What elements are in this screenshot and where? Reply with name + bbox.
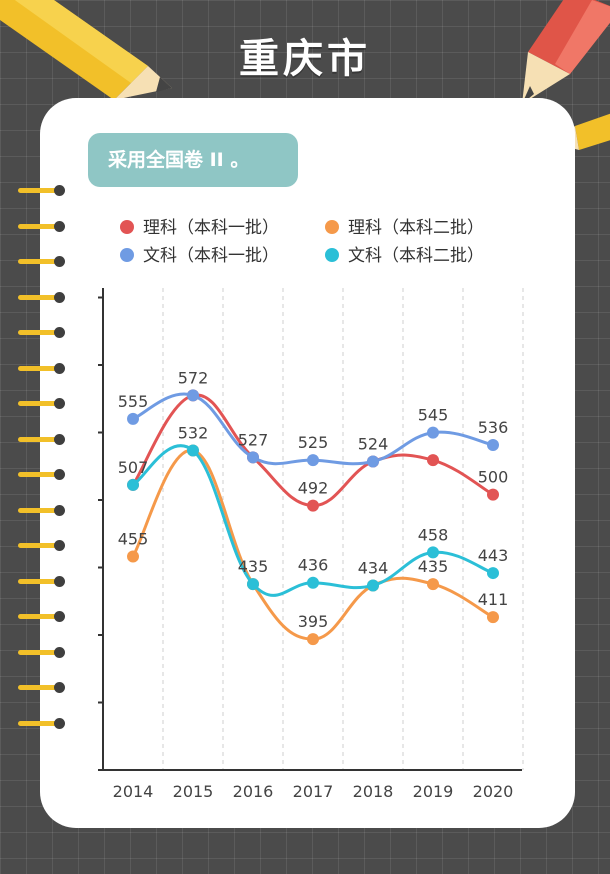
pencil-icon xyxy=(0,0,172,100)
data-point xyxy=(307,454,319,467)
legend-entry: 理科（本科一批） xyxy=(120,217,279,239)
data-point xyxy=(127,550,139,563)
data-label: 572 xyxy=(178,368,209,387)
data-point xyxy=(307,633,319,646)
x-tick-label: 2014 xyxy=(113,782,154,801)
data-label: 545 xyxy=(418,406,449,425)
data-label: 500 xyxy=(478,468,509,487)
legend-entry: 文科（本科二批） xyxy=(325,245,484,267)
data-point xyxy=(487,438,499,451)
data-label: 492 xyxy=(298,479,329,498)
data-point xyxy=(247,578,259,591)
data-point xyxy=(187,444,199,457)
data-label: 411 xyxy=(478,590,509,609)
data-point xyxy=(487,488,499,501)
note-badge: 采用全国卷 II 。 xyxy=(88,133,298,187)
x-tick-label: 2019 xyxy=(413,782,454,801)
data-label: 527 xyxy=(238,430,269,449)
x-tick-label: 2018 xyxy=(353,782,394,801)
x-tick-label: 2017 xyxy=(293,782,334,801)
data-label: 458 xyxy=(418,525,449,544)
data-point xyxy=(487,567,499,580)
data-label: 455 xyxy=(118,530,149,549)
legend-entry: 文科（本科一批） xyxy=(120,245,279,267)
data-point xyxy=(307,576,319,589)
data-label: 435 xyxy=(418,557,449,576)
data-point xyxy=(427,578,439,591)
legend-label: 文科（本科二批） xyxy=(348,246,484,266)
legend-marker xyxy=(325,220,339,234)
data-point xyxy=(247,451,259,464)
data-label: 436 xyxy=(298,556,329,575)
data-point xyxy=(427,454,439,467)
chart-card xyxy=(40,98,575,828)
data-label: 507 xyxy=(118,458,149,477)
data-label: 395 xyxy=(298,612,329,631)
legend-marker xyxy=(120,220,134,234)
data-label: 555 xyxy=(118,392,149,411)
legend-marker xyxy=(325,248,339,262)
data-point xyxy=(427,426,439,439)
data-label: 435 xyxy=(238,557,269,576)
data-label: 524 xyxy=(358,435,389,454)
legend-label: 理科（本科一批） xyxy=(143,218,279,238)
data-point xyxy=(367,455,379,468)
legend-label: 理科（本科二批） xyxy=(348,218,484,238)
data-label: 532 xyxy=(178,424,209,443)
data-point xyxy=(427,546,439,559)
page-title: 重庆市 xyxy=(239,36,371,82)
data-label: 525 xyxy=(298,433,329,452)
legend-label: 文科（本科一批） xyxy=(143,246,279,266)
data-point xyxy=(487,611,499,624)
data-point xyxy=(187,389,199,402)
x-tick-label: 2015 xyxy=(173,782,214,801)
legend-marker xyxy=(120,248,134,262)
x-tick-label: 2016 xyxy=(233,782,274,801)
x-tick-label: 2020 xyxy=(473,782,514,801)
data-label: 434 xyxy=(358,558,389,577)
data-point xyxy=(127,412,139,425)
legend-entry: 理科（本科二批） xyxy=(325,217,484,239)
data-point xyxy=(367,579,379,592)
data-label: 443 xyxy=(478,546,509,565)
data-label: 536 xyxy=(478,418,509,437)
data-point xyxy=(307,499,319,512)
data-point xyxy=(127,478,139,491)
